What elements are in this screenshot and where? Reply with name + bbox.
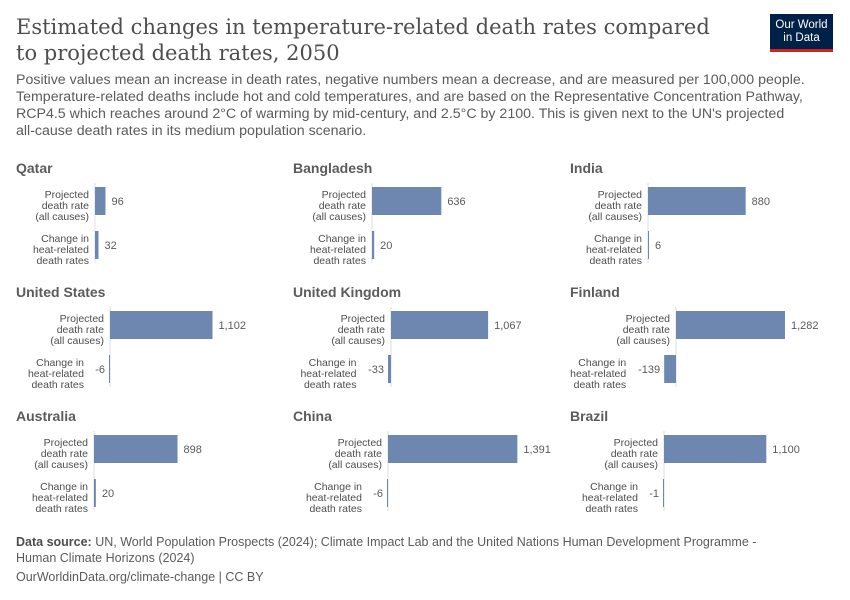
panel-title: Finland xyxy=(570,284,620,300)
bar[interactable] xyxy=(387,355,391,383)
bar[interactable] xyxy=(664,355,676,383)
source-text: UN, World Population Prospects (2024); C… xyxy=(16,535,757,565)
bar[interactable] xyxy=(388,435,518,463)
bar[interactable] xyxy=(648,231,649,259)
value-label: 96 xyxy=(111,196,123,208)
panel-title: Qatar xyxy=(16,160,53,176)
value-label: -33 xyxy=(368,364,384,376)
category-label: Projected death rate (all causes) xyxy=(331,313,385,347)
panel-title: United Kingdom xyxy=(293,284,401,300)
panel-title: China xyxy=(293,408,332,424)
category-label: Change in heat-related death rates xyxy=(306,481,362,515)
category-label: Change in heat-related death rates xyxy=(32,481,88,515)
panel-title: Bangladesh xyxy=(293,160,372,176)
value-label: -6 xyxy=(373,488,383,500)
panel-brazil: Brazil Projected death rate (all causes) 1,1… xyxy=(570,408,800,515)
credit-link[interactable]: OurWorldinData.org/climate-change | CC B… xyxy=(16,570,264,584)
source-label: Data source: xyxy=(16,535,92,549)
category-label: Projected death rate (all causes) xyxy=(34,437,88,471)
small-multiples-chart: Qatar Projected death rate (all causes) 96 Ch… xyxy=(16,160,819,515)
chart-title: Estimated changes in temperature-related… xyxy=(16,15,710,65)
panel-title: India xyxy=(570,160,603,176)
bar[interactable] xyxy=(372,231,375,259)
data-source: Data source: UN, World Population Prospe… xyxy=(16,534,796,566)
value-label: -1 xyxy=(649,488,659,500)
bar[interactable] xyxy=(110,311,213,339)
value-label: 1,282 xyxy=(791,320,819,332)
value-label: -6 xyxy=(95,364,105,376)
category-label: Projected death rate (all causes) xyxy=(35,189,89,223)
category-label: Projected death rate (all causes) xyxy=(328,437,382,471)
value-label: 1,100 xyxy=(772,444,800,456)
value-label: -139 xyxy=(638,364,660,376)
value-label: 1,391 xyxy=(523,444,551,456)
category-label: Change in heat-related death rates xyxy=(33,233,89,267)
bar[interactable] xyxy=(94,435,178,463)
panel-title: Brazil xyxy=(570,408,608,424)
value-label: 880 xyxy=(752,196,770,208)
value-label: 20 xyxy=(380,240,392,252)
bar[interactable] xyxy=(109,355,110,383)
bar[interactable] xyxy=(372,187,442,215)
value-label: 20 xyxy=(102,488,114,500)
category-label: Change in heat-related death rates xyxy=(28,357,84,391)
panel-title: United States xyxy=(16,284,106,300)
bar[interactable] xyxy=(676,311,785,339)
category-label: Change in heat-related death rates xyxy=(582,481,638,515)
bar[interactable] xyxy=(94,479,96,507)
category-label: Projected death rate (all causes) xyxy=(312,189,366,223)
category-label: Change in heat-related death rates xyxy=(300,357,356,391)
bar[interactable] xyxy=(95,231,99,259)
bar[interactable] xyxy=(391,311,489,339)
panel-title: Australia xyxy=(16,408,76,424)
category-label: Change in heat-related death rates xyxy=(586,233,642,267)
bar[interactable] xyxy=(648,187,746,215)
panel-bangladesh: Bangladesh Projected death rate (all causes… xyxy=(293,160,466,267)
bar[interactable] xyxy=(387,479,388,507)
value-label: 1,102 xyxy=(218,320,246,332)
category-label: Change in heat-related death rates xyxy=(570,357,626,391)
owid-logo[interactable]: Our World in Data xyxy=(770,14,833,52)
value-label: 898 xyxy=(184,444,202,456)
panel-china: China Projected death rate (all causes) 1,39… xyxy=(293,408,551,515)
value-label: 1,067 xyxy=(494,320,522,332)
panel-india: India Projected death rate (all causes) 880 C… xyxy=(570,160,770,267)
category-label: Projected death rate (all causes) xyxy=(616,313,670,347)
panel-united-kingdom: United Kingdom Projected death rate (all ca… xyxy=(293,284,522,391)
value-label: 636 xyxy=(447,196,465,208)
chart-subtitle: Positive values mean an increase in deat… xyxy=(16,72,805,139)
bar[interactable] xyxy=(663,479,664,507)
value-label: 32 xyxy=(104,240,116,252)
panel-united-states: United States Projected death rate (all cau… xyxy=(16,284,246,391)
bar[interactable] xyxy=(95,187,106,215)
panel-qatar: Qatar Projected death rate (all causes) 96 Ch… xyxy=(16,160,124,267)
category-label: Projected death rate (all causes) xyxy=(50,313,104,347)
panel-australia: Australia Projected death rate (all causes)… xyxy=(16,408,202,515)
category-label: Change in heat-related death rates xyxy=(310,233,366,267)
bar[interactable] xyxy=(664,435,767,463)
category-label: Projected death rate (all causes) xyxy=(588,189,642,223)
panel-finland: Finland Projected death rate (all causes) 1,… xyxy=(570,284,819,391)
category-label: Projected death rate (all causes) xyxy=(604,437,658,471)
value-label: 6 xyxy=(655,240,661,252)
